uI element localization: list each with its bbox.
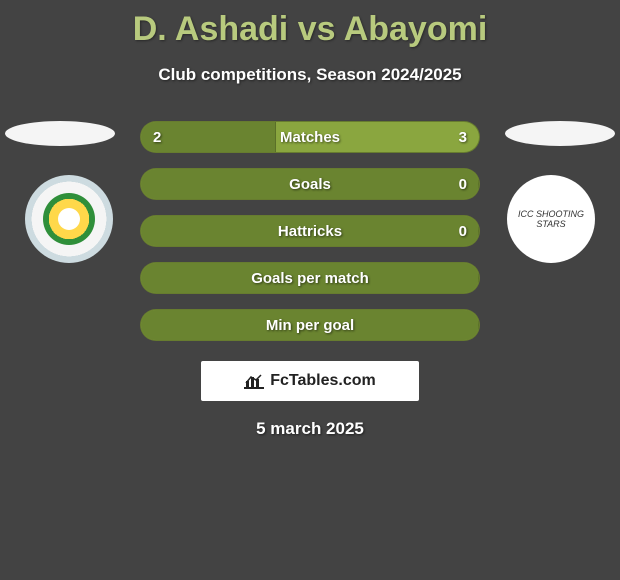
club-badge-right: ICC SHOOTING STARS bbox=[507, 175, 595, 263]
bar-hattricks: Hattricks 0 bbox=[140, 215, 480, 247]
bar-matches-right-value: 3 bbox=[459, 122, 467, 152]
page-subtitle: Club competitions, Season 2024/2025 bbox=[0, 65, 620, 85]
bar-hattricks-label: Hattricks bbox=[141, 216, 479, 246]
bar-gpm-label: Goals per match bbox=[141, 263, 479, 293]
player-avatar-left bbox=[5, 121, 115, 146]
page-title: D. Ashadi vs Abayomi bbox=[0, 0, 620, 49]
club-badge-right-text: ICC SHOOTING STARS bbox=[511, 209, 591, 229]
bar-mpg-label: Min per goal bbox=[141, 310, 479, 340]
date-text: 5 march 2025 bbox=[0, 419, 620, 439]
club-badge-left bbox=[25, 175, 113, 263]
bar-goals-label: Goals bbox=[141, 169, 479, 199]
chart-icon bbox=[244, 373, 264, 389]
bar-hattricks-right-value: 0 bbox=[459, 216, 467, 246]
footer-brand[interactable]: FcTables.com bbox=[201, 361, 419, 401]
footer-brand-text: FcTables.com bbox=[270, 372, 376, 390]
player-avatar-right bbox=[505, 121, 615, 146]
comparison-panel: ICC SHOOTING STARS 2 Matches 3 Goals 0 H… bbox=[0, 121, 620, 341]
bar-matches: 2 Matches 3 bbox=[140, 121, 480, 153]
stat-bars: 2 Matches 3 Goals 0 Hattricks 0 Goals pe… bbox=[140, 121, 480, 341]
bar-goals-right-value: 0 bbox=[459, 169, 467, 199]
bar-goals-per-match: Goals per match bbox=[140, 262, 480, 294]
bar-matches-label: Matches bbox=[141, 122, 479, 152]
bar-min-per-goal: Min per goal bbox=[140, 309, 480, 341]
bar-goals: Goals 0 bbox=[140, 168, 480, 200]
